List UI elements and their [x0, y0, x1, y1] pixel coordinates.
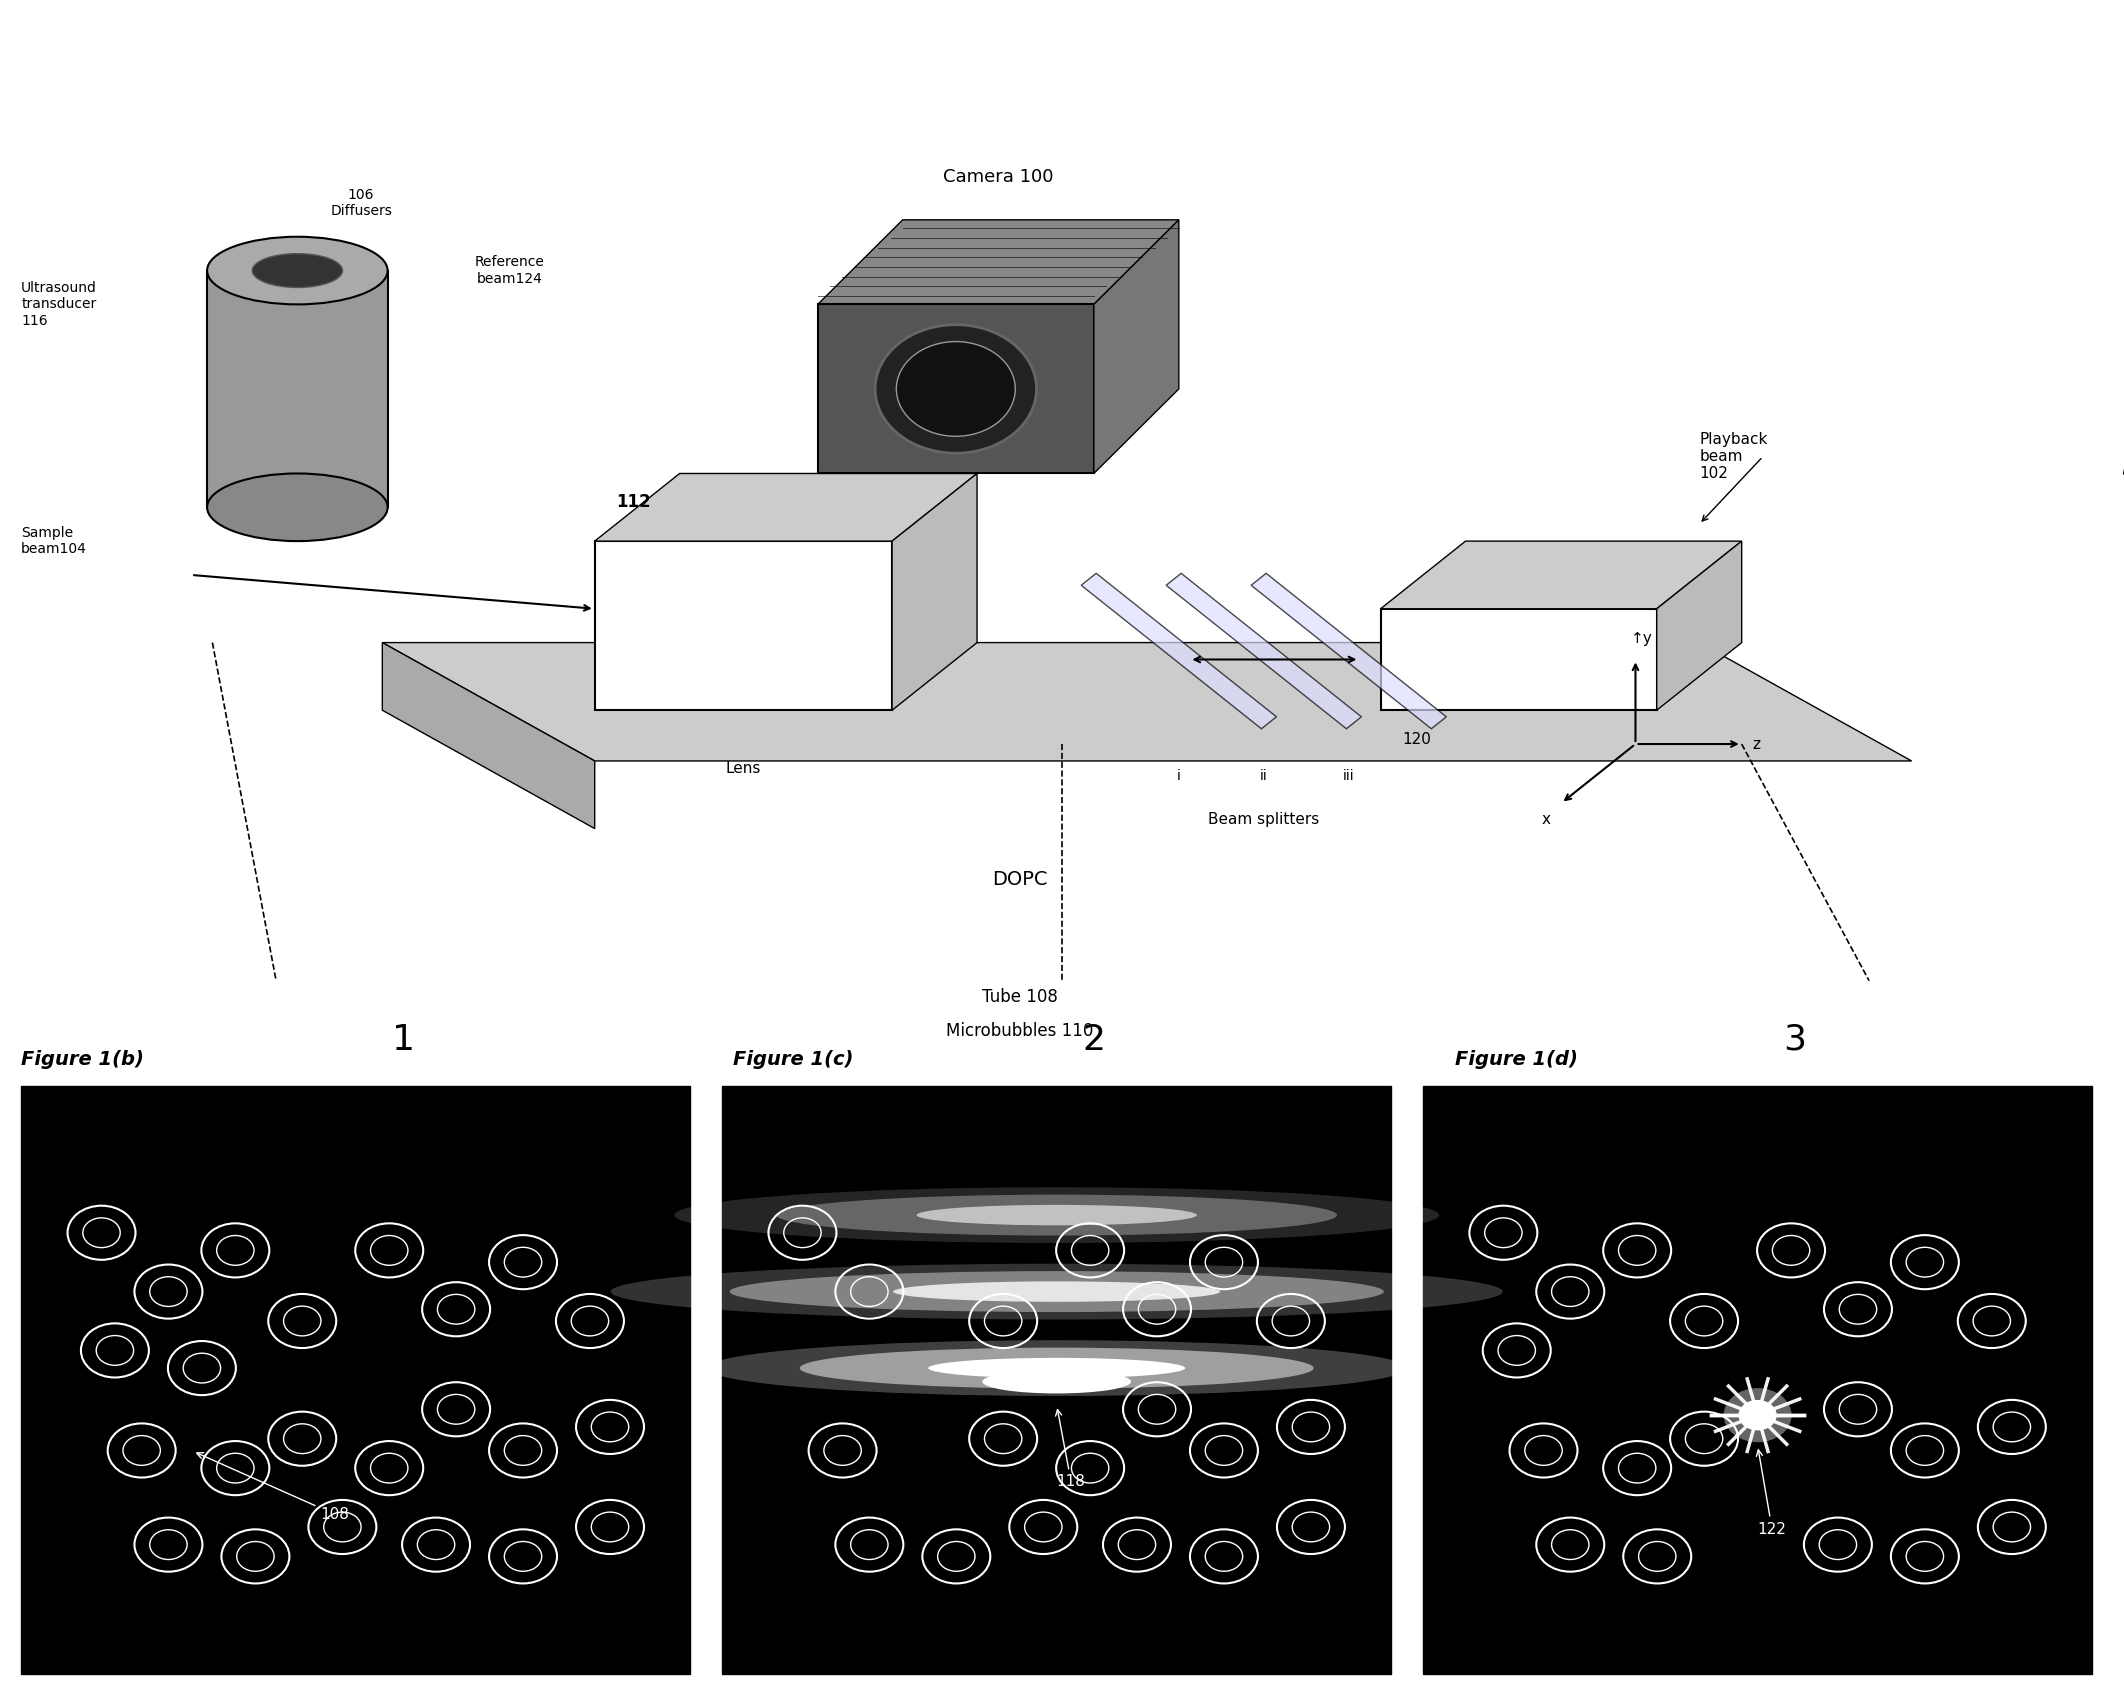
Ellipse shape [1015, 1375, 1100, 1388]
Text: y•: y• [2065, 1094, 2082, 1108]
Text: Figure 1(c): Figure 1(c) [733, 1050, 854, 1069]
Text: 112: 112 [616, 494, 650, 511]
Polygon shape [1094, 220, 1179, 473]
Text: ii: ii [1260, 769, 1268, 783]
Text: z: z [1752, 737, 1761, 751]
Text: iii: iii [1342, 769, 1355, 783]
Polygon shape [1166, 573, 1361, 729]
Text: i: i [1177, 769, 1181, 783]
Ellipse shape [253, 254, 342, 287]
Ellipse shape [981, 1370, 1130, 1393]
Text: Figure 1(b): Figure 1(b) [21, 1050, 144, 1069]
Text: 106
Diffusers: 106 Diffusers [329, 188, 393, 218]
Polygon shape [1381, 609, 1657, 710]
Text: ↑y: ↑y [1631, 631, 1652, 646]
Bar [208, 271, 387, 507]
Ellipse shape [675, 1187, 1440, 1243]
Polygon shape [595, 473, 977, 541]
Circle shape [1737, 1400, 1776, 1431]
Bar [21, 1086, 690, 1674]
Polygon shape [382, 643, 1912, 761]
Text: 2: 2 [1083, 1023, 1104, 1057]
Ellipse shape [928, 1358, 1185, 1378]
Polygon shape [818, 304, 1094, 473]
Ellipse shape [731, 1272, 1385, 1312]
Circle shape [896, 342, 1015, 436]
Polygon shape [1081, 573, 1277, 729]
Text: Beam splitters: Beam splitters [1209, 812, 1319, 827]
Ellipse shape [612, 1263, 1504, 1319]
Text: Microbubbles 110: Microbubbles 110 [945, 1021, 1094, 1040]
Ellipse shape [892, 1282, 1219, 1302]
Text: 120: 120 [1402, 732, 1432, 747]
Polygon shape [892, 473, 977, 710]
Text: Playback
beam
102: Playback beam 102 [1699, 431, 1767, 482]
Ellipse shape [208, 473, 387, 541]
Polygon shape [1657, 541, 1742, 710]
Text: Tube 108: Tube 108 [981, 988, 1058, 1006]
Text: 3: 3 [1784, 1023, 1805, 1057]
Text: Figure 1(d): Figure 1(d) [1455, 1050, 1578, 1069]
Ellipse shape [799, 1348, 1313, 1388]
Polygon shape [1381, 541, 1742, 609]
Bar [1423, 1086, 2092, 1674]
Bar [722, 1086, 1391, 1674]
Ellipse shape [918, 1206, 1198, 1226]
Polygon shape [382, 643, 595, 829]
Text: DOPC: DOPC [992, 869, 1047, 889]
Ellipse shape [208, 237, 387, 304]
Polygon shape [595, 541, 892, 710]
Text: Ultrasound
transducer
116: Ultrasound transducer 116 [21, 281, 98, 328]
Text: 122: 122 [1757, 1449, 1786, 1537]
Ellipse shape [705, 1341, 1406, 1397]
Text: 114: 114 [1043, 1094, 1070, 1109]
Polygon shape [1251, 573, 1446, 729]
Text: 108: 108 [198, 1453, 348, 1522]
Text: Lens: Lens [726, 761, 760, 776]
Ellipse shape [777, 1194, 1338, 1236]
Text: 118: 118 [1056, 1410, 1085, 1490]
Text: Sample
beam104: Sample beam104 [21, 526, 87, 556]
Text: Reference
beam124: Reference beam124 [476, 255, 544, 286]
Text: Camera 100: Camera 100 [943, 167, 1054, 186]
Circle shape [1725, 1388, 1793, 1442]
Polygon shape [818, 220, 1179, 304]
Text: 1: 1 [393, 1023, 414, 1057]
Text: x: x [2062, 1136, 2071, 1150]
Text: x: x [1542, 812, 1551, 827]
Circle shape [875, 325, 1037, 453]
